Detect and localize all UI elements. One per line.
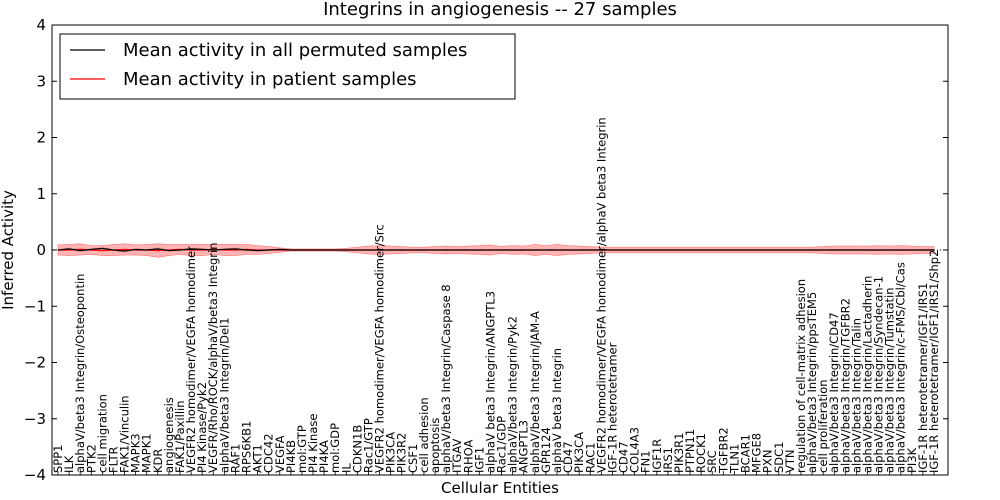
x-tick-label: CSF1 bbox=[406, 444, 420, 473]
x-tick-label: VEGFR2 homodimer/VEGFA homodimer/alphaV … bbox=[594, 117, 608, 473]
x-tick-label: alphaV/beta3 Integrin/Osteopontin bbox=[73, 274, 87, 473]
y-tick-label: 0 bbox=[36, 241, 46, 259]
x-tick-label: mol:GTP bbox=[295, 425, 309, 473]
y-axis-label: Inferred Activity bbox=[0, 190, 17, 310]
x-tick-label: alphaV beta3 Integrin/ANGPTL3 bbox=[484, 291, 498, 473]
x-tick-label: SPP1 bbox=[51, 445, 65, 474]
x-tick-label: IL bbox=[339, 463, 353, 473]
y-tick-label: −2 bbox=[24, 354, 46, 372]
x-tick-label: regulation of cell-matrix adhesion bbox=[794, 279, 808, 473]
x-tick-label: Rac1/GTP bbox=[362, 418, 376, 473]
x-tick-label: alphaV/beta3 Integrin/Syndecan-1 bbox=[872, 276, 886, 473]
x-tick-label: VEGFA bbox=[273, 435, 287, 473]
x-tick-label: angiogenesis bbox=[162, 397, 176, 473]
x-tick-label: ANGPTL3 bbox=[517, 420, 531, 473]
x-tick-label: IGF-1R heterotetramer/IGF1/IRS1/Shp2 bbox=[927, 250, 941, 473]
x-tick-label: TLN1 bbox=[727, 444, 741, 474]
x-tick-label: alphaV/beta3 Integrin/Caspase 8 bbox=[439, 284, 453, 473]
x-tick-label: PI4KA bbox=[317, 440, 331, 473]
x-tick-label: ITGAV bbox=[450, 439, 464, 473]
x-tick-label: IGF1R bbox=[650, 439, 664, 473]
x-tick-label: Rac1/GDP bbox=[495, 416, 509, 473]
x-tick-label: PIK3CA bbox=[384, 432, 398, 473]
x-tick-label: RAC1 bbox=[583, 442, 597, 473]
x-tick-label: cell migration bbox=[95, 394, 109, 473]
x-tick-label: CD47 bbox=[561, 441, 575, 473]
y-tick-label: 4 bbox=[36, 16, 46, 34]
legend-label-permuted: Mean activity in all permuted samples bbox=[123, 40, 467, 61]
x-tick-label: alphaV/beta3 Integrin/Talin bbox=[849, 318, 863, 473]
series-line-permuted bbox=[57, 247, 934, 252]
x-tick-label: alphaV/beta3 Integrin/Pyk2 bbox=[506, 316, 520, 473]
y-tick-label: −4 bbox=[24, 466, 46, 484]
x-tick-label: VEGFR2 homodimer/VEGFA homodimer bbox=[184, 246, 198, 473]
x-tick-label: IGF-1R heterotetramer bbox=[605, 342, 619, 473]
y-tick-label: 1 bbox=[36, 185, 46, 203]
x-tick-label: IGF1 bbox=[472, 447, 486, 473]
x-tick-label: BCAR1 bbox=[739, 434, 753, 473]
x-tick-label: FN1 bbox=[639, 450, 653, 473]
x-tick-label: FAK1/Paxillin bbox=[173, 401, 187, 474]
x-tick-label: alphaV beta3 Integrin bbox=[550, 348, 564, 473]
legend-box bbox=[59, 33, 516, 100]
x-tick-label: SRC bbox=[705, 450, 719, 473]
y-tick-label: −3 bbox=[24, 410, 46, 428]
x-tick-label: MAPK1 bbox=[140, 433, 154, 473]
x-tick-label: MFGE8 bbox=[750, 433, 764, 473]
y-tick-label: −1 bbox=[24, 297, 46, 315]
x-tick-label: alphaV/beta3 Integrin/ppsTEM5 bbox=[805, 292, 819, 473]
x-tick-label: alphaV/beta3 Integrin/Lactadherin bbox=[861, 276, 875, 473]
x-tick-label: PI3K bbox=[905, 447, 919, 473]
x-tick-label: alphaV/beta3 Integrin/JAM-A bbox=[528, 311, 542, 473]
x-tick-label: SDC1 bbox=[772, 441, 786, 473]
x-tick-label: apoptosis bbox=[428, 418, 442, 473]
x-tick-label: CDC42 bbox=[262, 433, 276, 473]
x-tick-label: PIK3R1 bbox=[672, 433, 686, 474]
x-tick-label: PIK3R2 bbox=[395, 433, 409, 474]
x-tick-label: GPR124 bbox=[539, 427, 553, 473]
x-tick-label: cell adhesion bbox=[417, 397, 431, 473]
x-tick-label: RPS6KB1 bbox=[240, 421, 254, 473]
x-tick-label: PXN bbox=[761, 450, 775, 473]
x-axis-label: Cellular Entities bbox=[441, 479, 559, 497]
x-tick-label: ROCK1 bbox=[694, 433, 708, 473]
x-tick-label: TGFBR2 bbox=[716, 427, 730, 474]
x-tick-label: alphaV/beta3 Integrin/c-FMS/Cbl/Cas bbox=[894, 262, 908, 473]
x-tick-label: IRS1 bbox=[661, 447, 675, 473]
x-tick-label: VEGFR/Rho/ROCK/alphaV/beta3 Integrin bbox=[206, 243, 220, 474]
legend: Mean activity in all permuted samples Me… bbox=[59, 33, 516, 100]
x-tick-label: VTN bbox=[783, 450, 797, 474]
x-tick-label: alphaV/beta3 Integrin/Tumstatin bbox=[883, 288, 897, 473]
x-tick-label: alphaV/beta3 Integrin/Del1 bbox=[217, 317, 231, 473]
x-tick-label: AKT1 bbox=[251, 444, 265, 473]
x-tick-label: PTK2 bbox=[84, 444, 98, 473]
x-tick-label: KDR bbox=[151, 449, 165, 473]
x-tick-label: mol:GDP bbox=[328, 423, 342, 473]
x-tick-label: PIK3CA bbox=[572, 432, 586, 473]
x-tick-label: PI4KB bbox=[284, 440, 298, 473]
y-tick-label: 2 bbox=[36, 129, 46, 147]
legend-label-patient: Mean activity in patient samples bbox=[123, 69, 417, 90]
x-tick-label: RHOA bbox=[461, 440, 475, 473]
x-tick-label: RAF1 bbox=[228, 444, 242, 473]
x-tick-label: PI4 Kinase bbox=[306, 414, 320, 473]
x-tick-label: ILK bbox=[62, 455, 76, 473]
x-tick-label: PI4 Kinase/Pyk2 bbox=[195, 382, 209, 473]
x-tick-label: CDKN1B bbox=[350, 425, 364, 473]
x-tick-label: FLTR bbox=[106, 447, 120, 473]
x-tick-label: MAPK3 bbox=[129, 433, 143, 473]
x-tick-label: cell proliferation bbox=[816, 379, 830, 473]
x-tick-label: COL4A3 bbox=[628, 427, 642, 473]
x-tick-label: IGF-1R heterotetramer/IGF1/IRS1 bbox=[916, 283, 930, 473]
y-tick-label: 3 bbox=[36, 72, 46, 90]
x-tick-label: FAK1/Vinculin bbox=[118, 395, 132, 473]
x-tick-label: VEGFR2 homodimer/VEGFA homodimer/Src bbox=[373, 224, 387, 473]
x-tick-label: CD47 bbox=[617, 441, 631, 473]
chart-title: Integrins in angiogenesis -- 27 samples bbox=[323, 0, 677, 20]
x-tick-label: alphaV/beta3 Integrin/CD47 bbox=[827, 312, 841, 473]
x-tick-label: alphaV/beta3 Integrin/TGFBR2 bbox=[838, 298, 852, 473]
x-tick-label: PTPN11 bbox=[683, 429, 697, 473]
